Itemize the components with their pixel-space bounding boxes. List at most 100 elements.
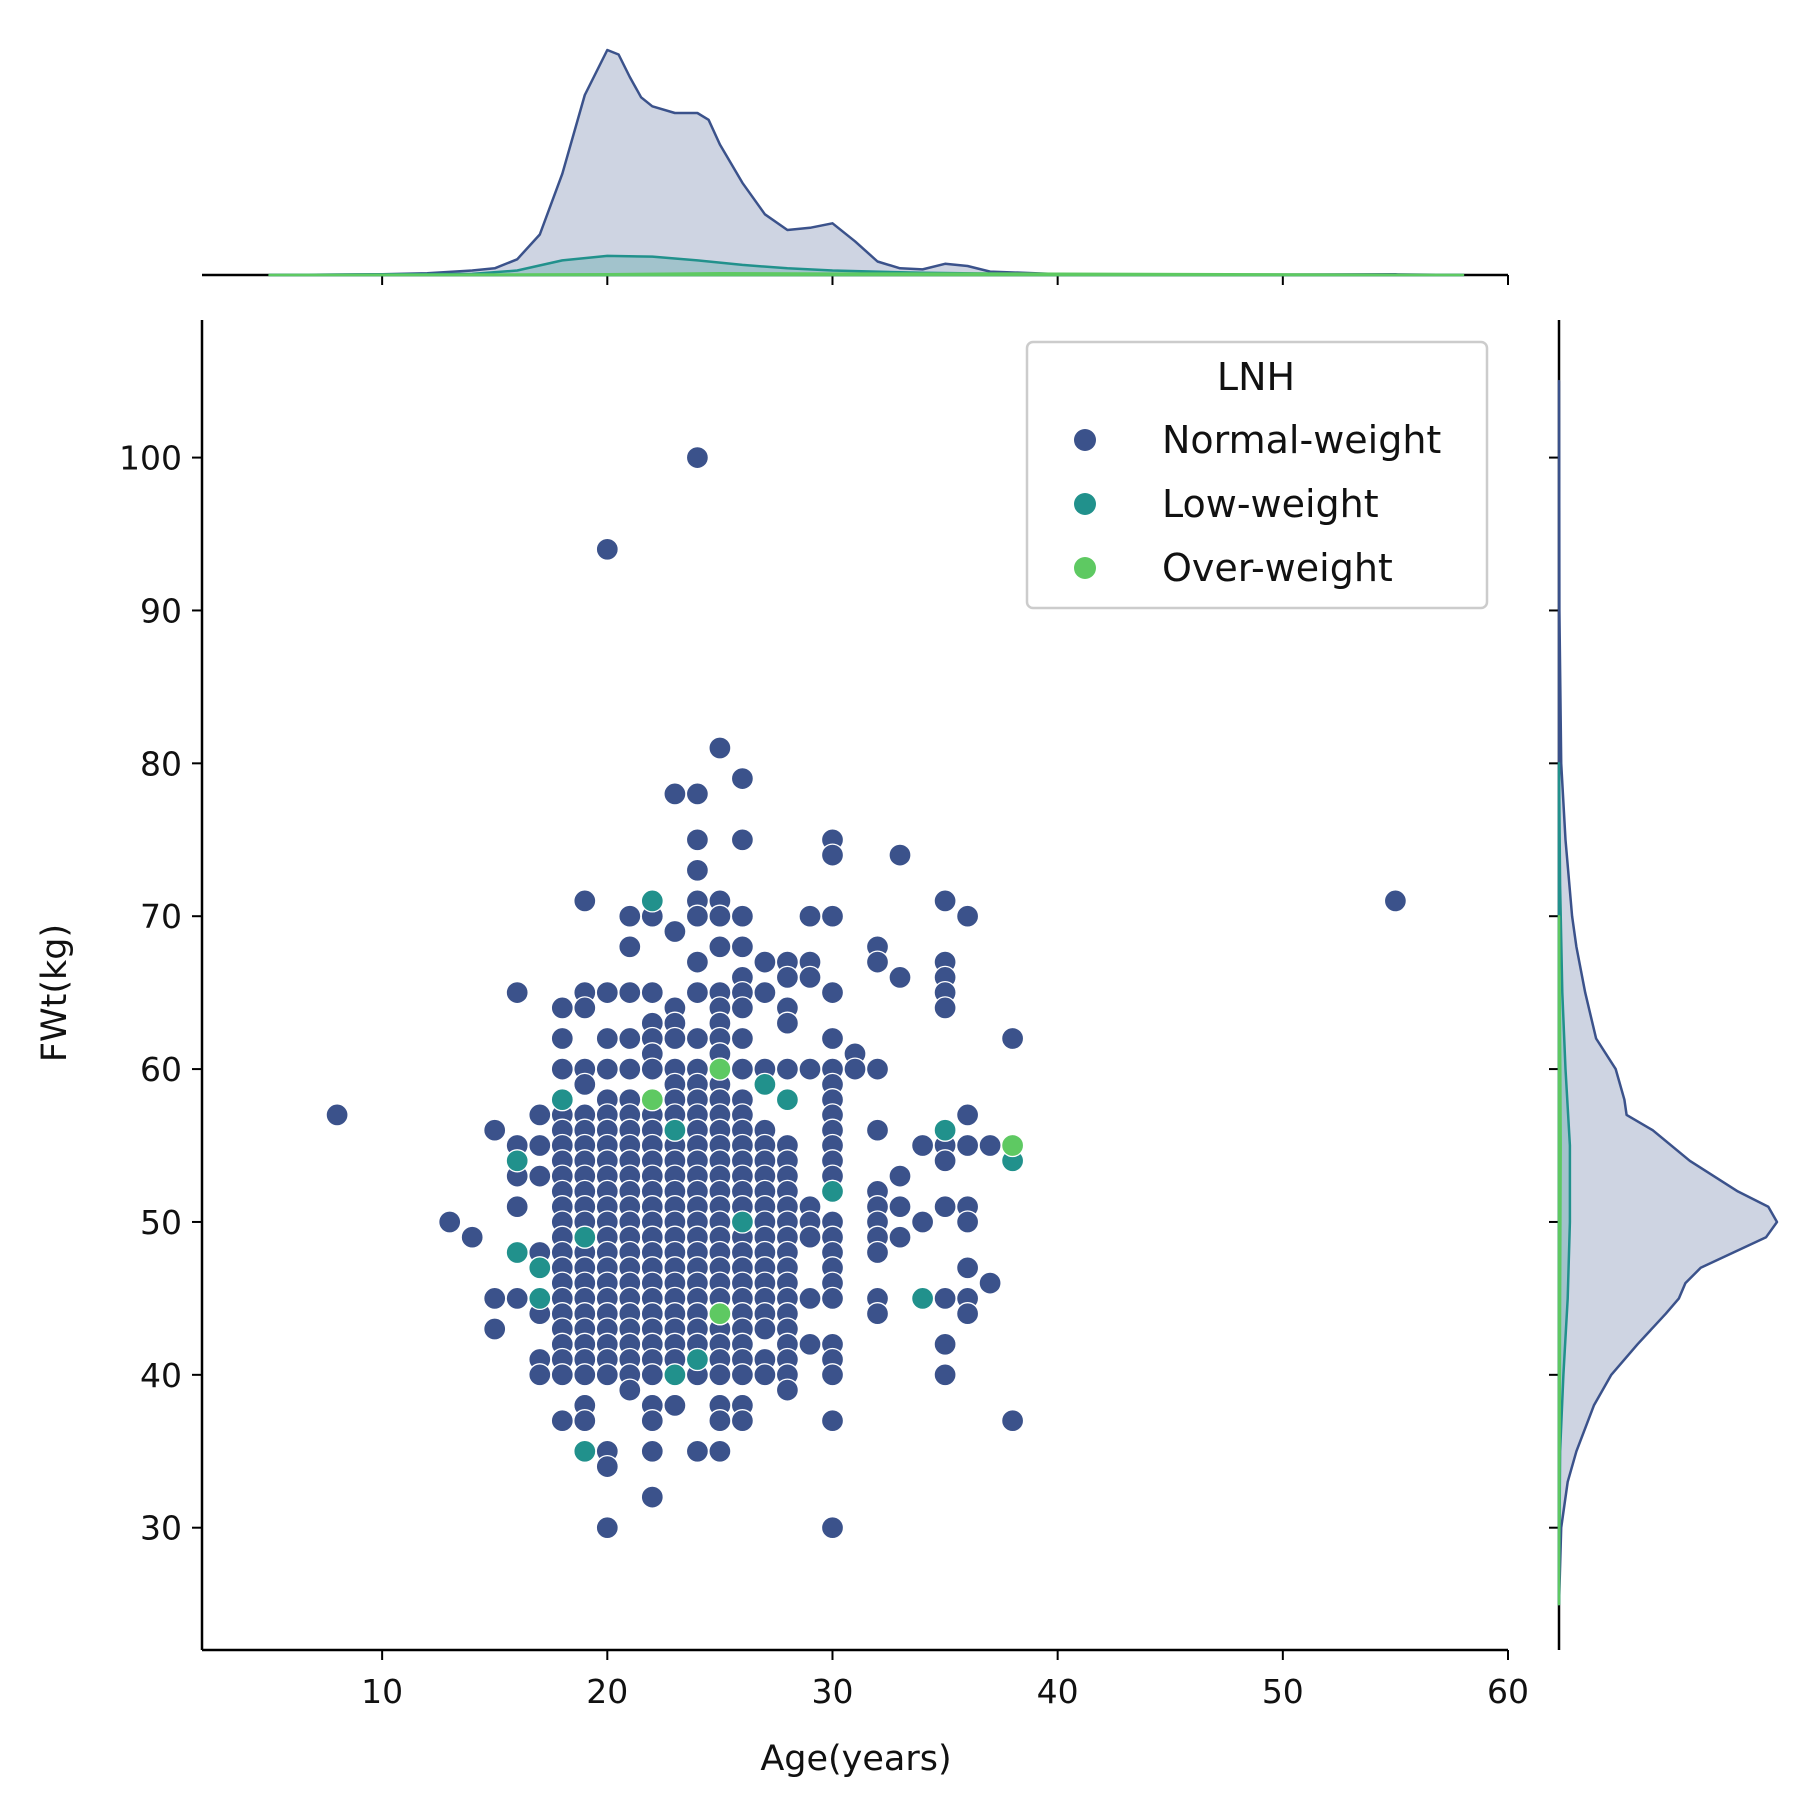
point-normal-weight — [528, 1103, 552, 1127]
point-normal-weight — [910, 1133, 935, 1158]
point-normal-weight — [955, 904, 980, 928]
point-normal-weight — [888, 843, 912, 867]
point-normal-weight — [865, 1240, 890, 1265]
point-normal-weight — [888, 1164, 912, 1188]
scatter-points — [325, 445, 1408, 1540]
point-normal-weight — [798, 904, 822, 928]
point-normal-weight — [640, 980, 664, 1005]
point-normal-weight — [933, 996, 957, 1020]
point-normal-weight — [685, 980, 710, 1005]
point-normal-weight — [595, 1057, 619, 1081]
point-normal-weight — [528, 1363, 552, 1387]
point-normal-weight — [685, 445, 710, 470]
point-low-weight — [663, 1363, 687, 1387]
point-normal-weight — [730, 1026, 755, 1051]
point-normal-weight — [325, 1103, 349, 1127]
point-normal-weight — [528, 1133, 552, 1158]
point-normal-weight — [618, 935, 642, 959]
x-tick-label: 20 — [586, 1672, 628, 1711]
y-tick-label: 40 — [140, 1356, 182, 1395]
legend-marker-low-weight — [1074, 493, 1096, 515]
point-normal-weight — [730, 904, 755, 928]
x-tick-label: 10 — [361, 1672, 403, 1711]
legend-box — [1025, 340, 1489, 610]
point-normal-weight — [730, 1363, 755, 1387]
point-normal-weight — [595, 1454, 619, 1479]
point-normal-weight — [438, 1210, 462, 1234]
point-normal-weight — [640, 1363, 664, 1387]
point-normal-weight — [753, 1363, 777, 1387]
point-normal-weight — [865, 1118, 890, 1142]
point-normal-weight — [820, 1363, 845, 1387]
point-normal-weight — [775, 1057, 800, 1081]
point-normal-weight — [978, 1133, 1002, 1158]
point-over-weight — [708, 1057, 732, 1081]
x-tick-label: 30 — [811, 1672, 853, 1711]
point-normal-weight — [955, 1103, 980, 1127]
point-normal-weight — [865, 1057, 890, 1081]
point-normal-weight — [550, 1057, 574, 1081]
point-normal-weight — [618, 1378, 642, 1402]
point-normal-weight — [618, 1026, 642, 1051]
point-normal-weight — [685, 858, 710, 882]
point-normal-weight — [685, 782, 710, 806]
point-normal-weight — [685, 1026, 710, 1051]
point-over-weight — [1000, 1133, 1025, 1158]
point-normal-weight — [933, 1195, 957, 1219]
point-normal-weight — [708, 1439, 732, 1463]
point-normal-weight — [955, 1133, 980, 1158]
point-normal-weight — [933, 1363, 957, 1387]
legend-marker-normal-weight — [1074, 429, 1096, 451]
point-normal-weight — [775, 1378, 800, 1402]
point-normal-weight — [753, 980, 777, 1005]
point-normal-weight — [640, 1439, 664, 1463]
point-low-weight — [550, 1088, 574, 1112]
point-low-weight — [573, 1225, 597, 1249]
point-low-weight — [505, 1240, 529, 1265]
point-normal-weight — [753, 1317, 777, 1341]
y-tick-label: 30 — [140, 1509, 182, 1548]
point-normal-weight — [865, 950, 890, 974]
point-normal-weight — [775, 965, 800, 990]
y-tick-label: 50 — [140, 1203, 182, 1242]
point-normal-weight — [573, 996, 597, 1020]
point-normal-weight — [955, 1210, 980, 1234]
point-normal-weight — [730, 828, 755, 852]
point-normal-weight — [573, 1072, 597, 1097]
point-normal-weight — [550, 1409, 574, 1433]
point-normal-weight — [888, 1225, 912, 1249]
y-tick-label: 60 — [140, 1050, 182, 1089]
point-normal-weight — [753, 950, 777, 974]
point-normal-weight — [663, 1393, 687, 1418]
point-low-weight — [528, 1256, 552, 1280]
kde-x-normal-weight — [268, 48, 1465, 277]
point-normal-weight — [978, 1271, 1002, 1295]
kde-y-low-weight — [1557, 762, 1572, 1606]
point-normal-weight — [550, 996, 574, 1020]
point-normal-weight — [685, 1439, 710, 1463]
point-normal-weight — [933, 1286, 957, 1311]
point-low-weight — [820, 1179, 845, 1204]
point-normal-weight — [730, 766, 755, 791]
point-normal-weight — [955, 1256, 980, 1280]
point-normal-weight — [550, 1026, 574, 1051]
point-normal-weight — [820, 1516, 845, 1540]
point-normal-weight — [888, 965, 912, 990]
point-normal-weight — [595, 1363, 619, 1387]
point-normal-weight — [1383, 889, 1408, 913]
point-normal-weight — [573, 889, 597, 913]
point-normal-weight — [708, 904, 732, 928]
point-normal-weight — [798, 1225, 822, 1249]
legend-label-normal-weight: Normal-weight — [1162, 418, 1441, 462]
legend-label-low-weight: Low-weight — [1162, 482, 1379, 526]
point-normal-weight — [663, 1026, 687, 1051]
point-normal-weight — [595, 1026, 619, 1051]
point-normal-weight — [460, 1225, 484, 1249]
marginal-x-kde — [202, 48, 1509, 285]
point-low-weight — [775, 1088, 800, 1112]
legend-marker-over-weight — [1074, 557, 1096, 579]
point-normal-weight — [708, 1409, 732, 1433]
point-normal-weight — [640, 1057, 664, 1081]
point-normal-weight — [685, 904, 710, 928]
point-normal-weight — [483, 1317, 507, 1341]
